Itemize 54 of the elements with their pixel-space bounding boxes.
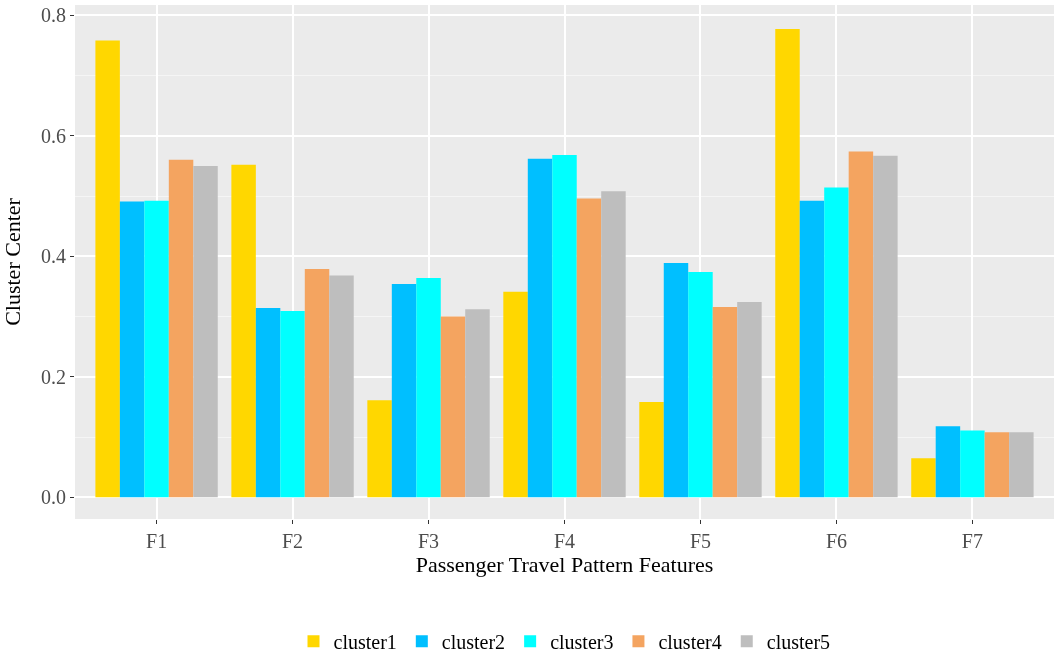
bar [639,402,664,498]
bar [280,311,305,498]
y-tick-label: 0.2 [41,365,66,388]
bar [848,151,874,498]
x-tick-label: F7 [961,530,983,552]
legend-label: cluster3 [550,631,614,654]
bar [95,40,120,498]
bar [576,198,602,498]
x-tick-label: F1 [146,530,168,552]
bar [440,316,466,498]
bar [911,458,936,498]
legend-label: cluster4 [658,631,722,654]
bar [688,271,713,498]
bar [552,155,577,498]
bar [984,432,1010,498]
bar [193,165,218,498]
x-tick-label: F6 [825,530,847,552]
bar [304,268,330,498]
y-tick-label: 0.8 [41,4,66,27]
x-tick-label: F2 [282,530,304,552]
y-tick-label: 0.6 [41,124,66,147]
y-tick-label: 0.0 [41,486,66,509]
bar [873,155,898,498]
bar [416,277,441,498]
bar [712,306,738,498]
bar [119,201,145,498]
legend-label: cluster2 [441,631,506,654]
y-axis-title: Cluster Center [0,197,25,326]
bar [1009,432,1034,498]
x-tick-label: F5 [689,530,712,552]
bar [231,164,256,498]
bar [391,283,417,498]
bar [255,308,281,498]
bar [960,430,985,498]
legend-label: cluster5 [766,631,831,654]
bar [601,191,626,498]
x-axis-title: Passenger Travel Pattern Features [415,552,714,577]
bar [168,159,194,498]
bar [465,309,490,498]
bar [527,158,553,498]
bar [329,275,354,498]
bar [367,400,392,498]
bar [799,200,825,498]
y-tick-label: 0.4 [41,245,66,268]
bar [144,200,169,498]
bar [503,291,528,498]
bar [775,29,800,498]
bar [663,262,689,498]
bar [824,187,849,498]
legend-label: cluster1 [333,631,397,654]
bar [935,426,961,498]
x-tick-label: F3 [417,530,440,552]
bar [737,302,762,498]
x-tick-label: F4 [553,530,576,552]
